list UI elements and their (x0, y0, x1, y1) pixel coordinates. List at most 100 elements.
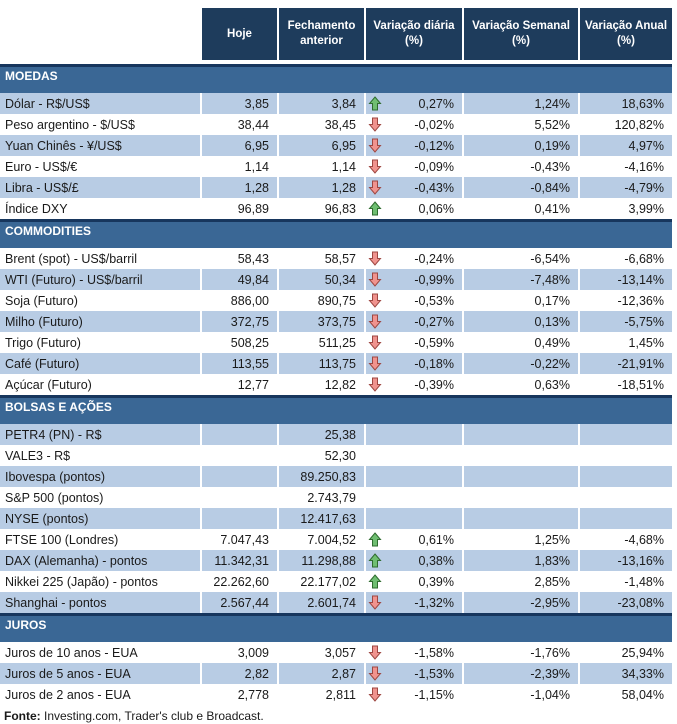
cell-hoje: 1,28 (200, 177, 277, 198)
cell-variacao-anual: -4,68% (578, 529, 672, 550)
cell-variacao-diaria: -0,02% (364, 114, 462, 135)
cell-hoje-value: 3,009 (237, 645, 269, 660)
up-arrow-icon (368, 96, 382, 111)
cell-variacao-semanal: -0,84% (462, 177, 578, 198)
cell-variacao-semanal: -2,95% (462, 592, 578, 613)
cell-hoje-value: 38,44 (237, 117, 269, 132)
cell-fechamento-value: 373,75 (317, 314, 356, 329)
cell-instrument-label: Café (Futuro) (0, 353, 200, 374)
cell-variacao-anual: -1,48% (578, 571, 672, 592)
table-row: Milho (Futuro) 372,75 373,75 -0,27% 0,13% -5,… (0, 311, 672, 332)
cell-hoje-value: 12,77 (237, 377, 269, 392)
cell-hoje (200, 508, 277, 529)
cell-instrument-label: Euro - US$/€ (5, 159, 78, 174)
cell-variacao-semanal: -1,76% (462, 642, 578, 663)
cell-fechamento: 22.177,02 (277, 571, 364, 592)
cell-variacao-diaria: -0,27% (364, 311, 462, 332)
cell-instrument-label: Trigo (Futuro) (5, 335, 81, 350)
cell-variacao-semanal-value: -0,84% (530, 180, 570, 195)
cell-instrument-label: Nikkei 225 (Japão) - pontos (5, 574, 158, 589)
cell-variacao-diaria: -1,15% (364, 684, 462, 705)
down-arrow-icon (368, 687, 382, 702)
cell-variacao-diaria: -1,53% (364, 663, 462, 684)
cell-variacao-diaria-value: -0,27% (414, 314, 454, 329)
cell-fechamento: 25,38 (277, 424, 364, 445)
cell-hoje (200, 487, 277, 508)
cell-fechamento: 113,75 (277, 353, 364, 374)
table-header: Hoje Fechamento anterior Variação diária… (0, 8, 672, 60)
cell-fechamento: 12.417,63 (277, 508, 364, 529)
cell-hoje (200, 466, 277, 487)
cell-variacao-diaria: 0,39% (364, 571, 462, 592)
source-label: Fonte: (4, 709, 41, 723)
cell-variacao-anual: 58,04% (578, 684, 672, 705)
table-row: Juros de 2 anos - EUA 2,778 2,811 -1,15% -1,… (0, 684, 672, 705)
cell-variacao-diaria: 0,06% (364, 198, 462, 219)
cell-variacao-semanal (462, 487, 578, 508)
cell-variacao-semanal-value: -2,95% (530, 595, 570, 610)
cell-variacao-semanal-value: 0,63% (534, 377, 570, 392)
cell-instrument-label: Milho (Futuro) (0, 311, 200, 332)
cell-fechamento: 58,57 (277, 248, 364, 269)
table-row: Trigo (Futuro) 508,25 511,25 -0,59% 0,49% 1,4… (0, 332, 672, 353)
cell-variacao-anual-value: -21,91% (617, 356, 664, 371)
cell-variacao-diaria-value: -0,99% (414, 272, 454, 287)
table-body: MOEDAS Dólar - R$/US$ 3,85 3,84 0,27% 1,24% 18… (0, 64, 672, 705)
cell-variacao-diaria-value: 0,27% (418, 96, 454, 111)
cell-variacao-anual: 1,45% (578, 332, 672, 353)
cell-variacao-semanal-value: 1,83% (534, 553, 570, 568)
cell-instrument-label: Soja (Futuro) (5, 293, 78, 308)
cell-variacao-semanal: -2,39% (462, 663, 578, 684)
cell-fechamento-value: 2,811 (325, 687, 356, 702)
down-arrow-icon (368, 335, 382, 350)
cell-fechamento: 2,811 (277, 684, 364, 705)
cell-variacao-anual: -6,68% (578, 248, 672, 269)
cell-variacao-anual (578, 487, 672, 508)
cell-variacao-anual: -23,08% (578, 592, 672, 613)
cell-variacao-anual-value: -23,08% (617, 595, 664, 610)
cell-variacao-diaria-value: 0,38% (418, 553, 454, 568)
cell-fechamento: 2.743,79 (277, 487, 364, 508)
cell-hoje-value: 22.262,60 (213, 574, 269, 589)
cell-variacao-diaria (364, 466, 462, 487)
down-arrow-icon (368, 138, 382, 153)
cell-hoje-value: 1,14 (244, 159, 269, 174)
cell-instrument-label: DAX (Alemanha) - pontos (0, 550, 200, 571)
cell-variacao-semanal-value: -0,43% (530, 159, 570, 174)
cell-variacao-anual-value: -1,48% (624, 574, 664, 589)
cell-variacao-semanal-value: 0,19% (534, 138, 570, 153)
cell-variacao-diaria-value: -0,09% (414, 159, 454, 174)
cell-fechamento-value: 58,57 (324, 251, 356, 266)
cell-variacao-diaria-value: 0,06% (418, 201, 454, 216)
table-row: Ibovespa (pontos) 89.250,83 (0, 466, 672, 487)
cell-variacao-anual: -18,51% (578, 374, 672, 395)
down-arrow-icon (368, 645, 382, 660)
cell-fechamento: 3,84 (277, 93, 364, 114)
cell-instrument-label: Peso argentino - $/US$ (5, 117, 135, 132)
table-row: VALE3 - R$ 52,30 (0, 445, 672, 466)
cell-variacao-diaria: -0,24% (364, 248, 462, 269)
cell-variacao-diaria: -0,12% (364, 135, 462, 156)
cell-variacao-anual: 34,33% (578, 663, 672, 684)
cell-variacao-diaria-value: -1,32% (414, 595, 454, 610)
cell-variacao-semanal-value: 0,41% (534, 201, 570, 216)
source-footer: Fonte: Investing.com, Trader's club e Br… (0, 708, 672, 724)
down-arrow-icon (368, 293, 382, 308)
cell-variacao-anual-value: -6,68% (624, 251, 664, 266)
cell-hoje: 2,82 (200, 663, 277, 684)
cell-hoje: 1,14 (200, 156, 277, 177)
cell-variacao-semanal: 0,49% (462, 332, 578, 353)
cell-variacao-diaria: -0,99% (364, 269, 462, 290)
cell-variacao-anual: 25,94% (578, 642, 672, 663)
up-arrow-icon (368, 574, 382, 589)
table-row: Yuan Chinês - ¥/US$ 6,95 6,95 -0,12% 0,19% 4,… (0, 135, 672, 156)
down-arrow-icon (368, 159, 382, 174)
cell-instrument-label: Açúcar (Futuro) (5, 377, 92, 392)
table-row: Juros de 10 anos - EUA 3,009 3,057 -1,58% -1… (0, 642, 672, 663)
cell-fechamento: 511,25 (277, 332, 364, 353)
table-row: Libra - US$/£ 1,28 1,28 -0,43% -0,84% -4,79% (0, 177, 672, 198)
cell-hoje: 96,89 (200, 198, 277, 219)
table-row: Café (Futuro) 113,55 113,75 -0,18% -0,22% -21… (0, 353, 672, 374)
cell-fechamento-value: 12,82 (324, 377, 356, 392)
cell-variacao-semanal: 2,85% (462, 571, 578, 592)
